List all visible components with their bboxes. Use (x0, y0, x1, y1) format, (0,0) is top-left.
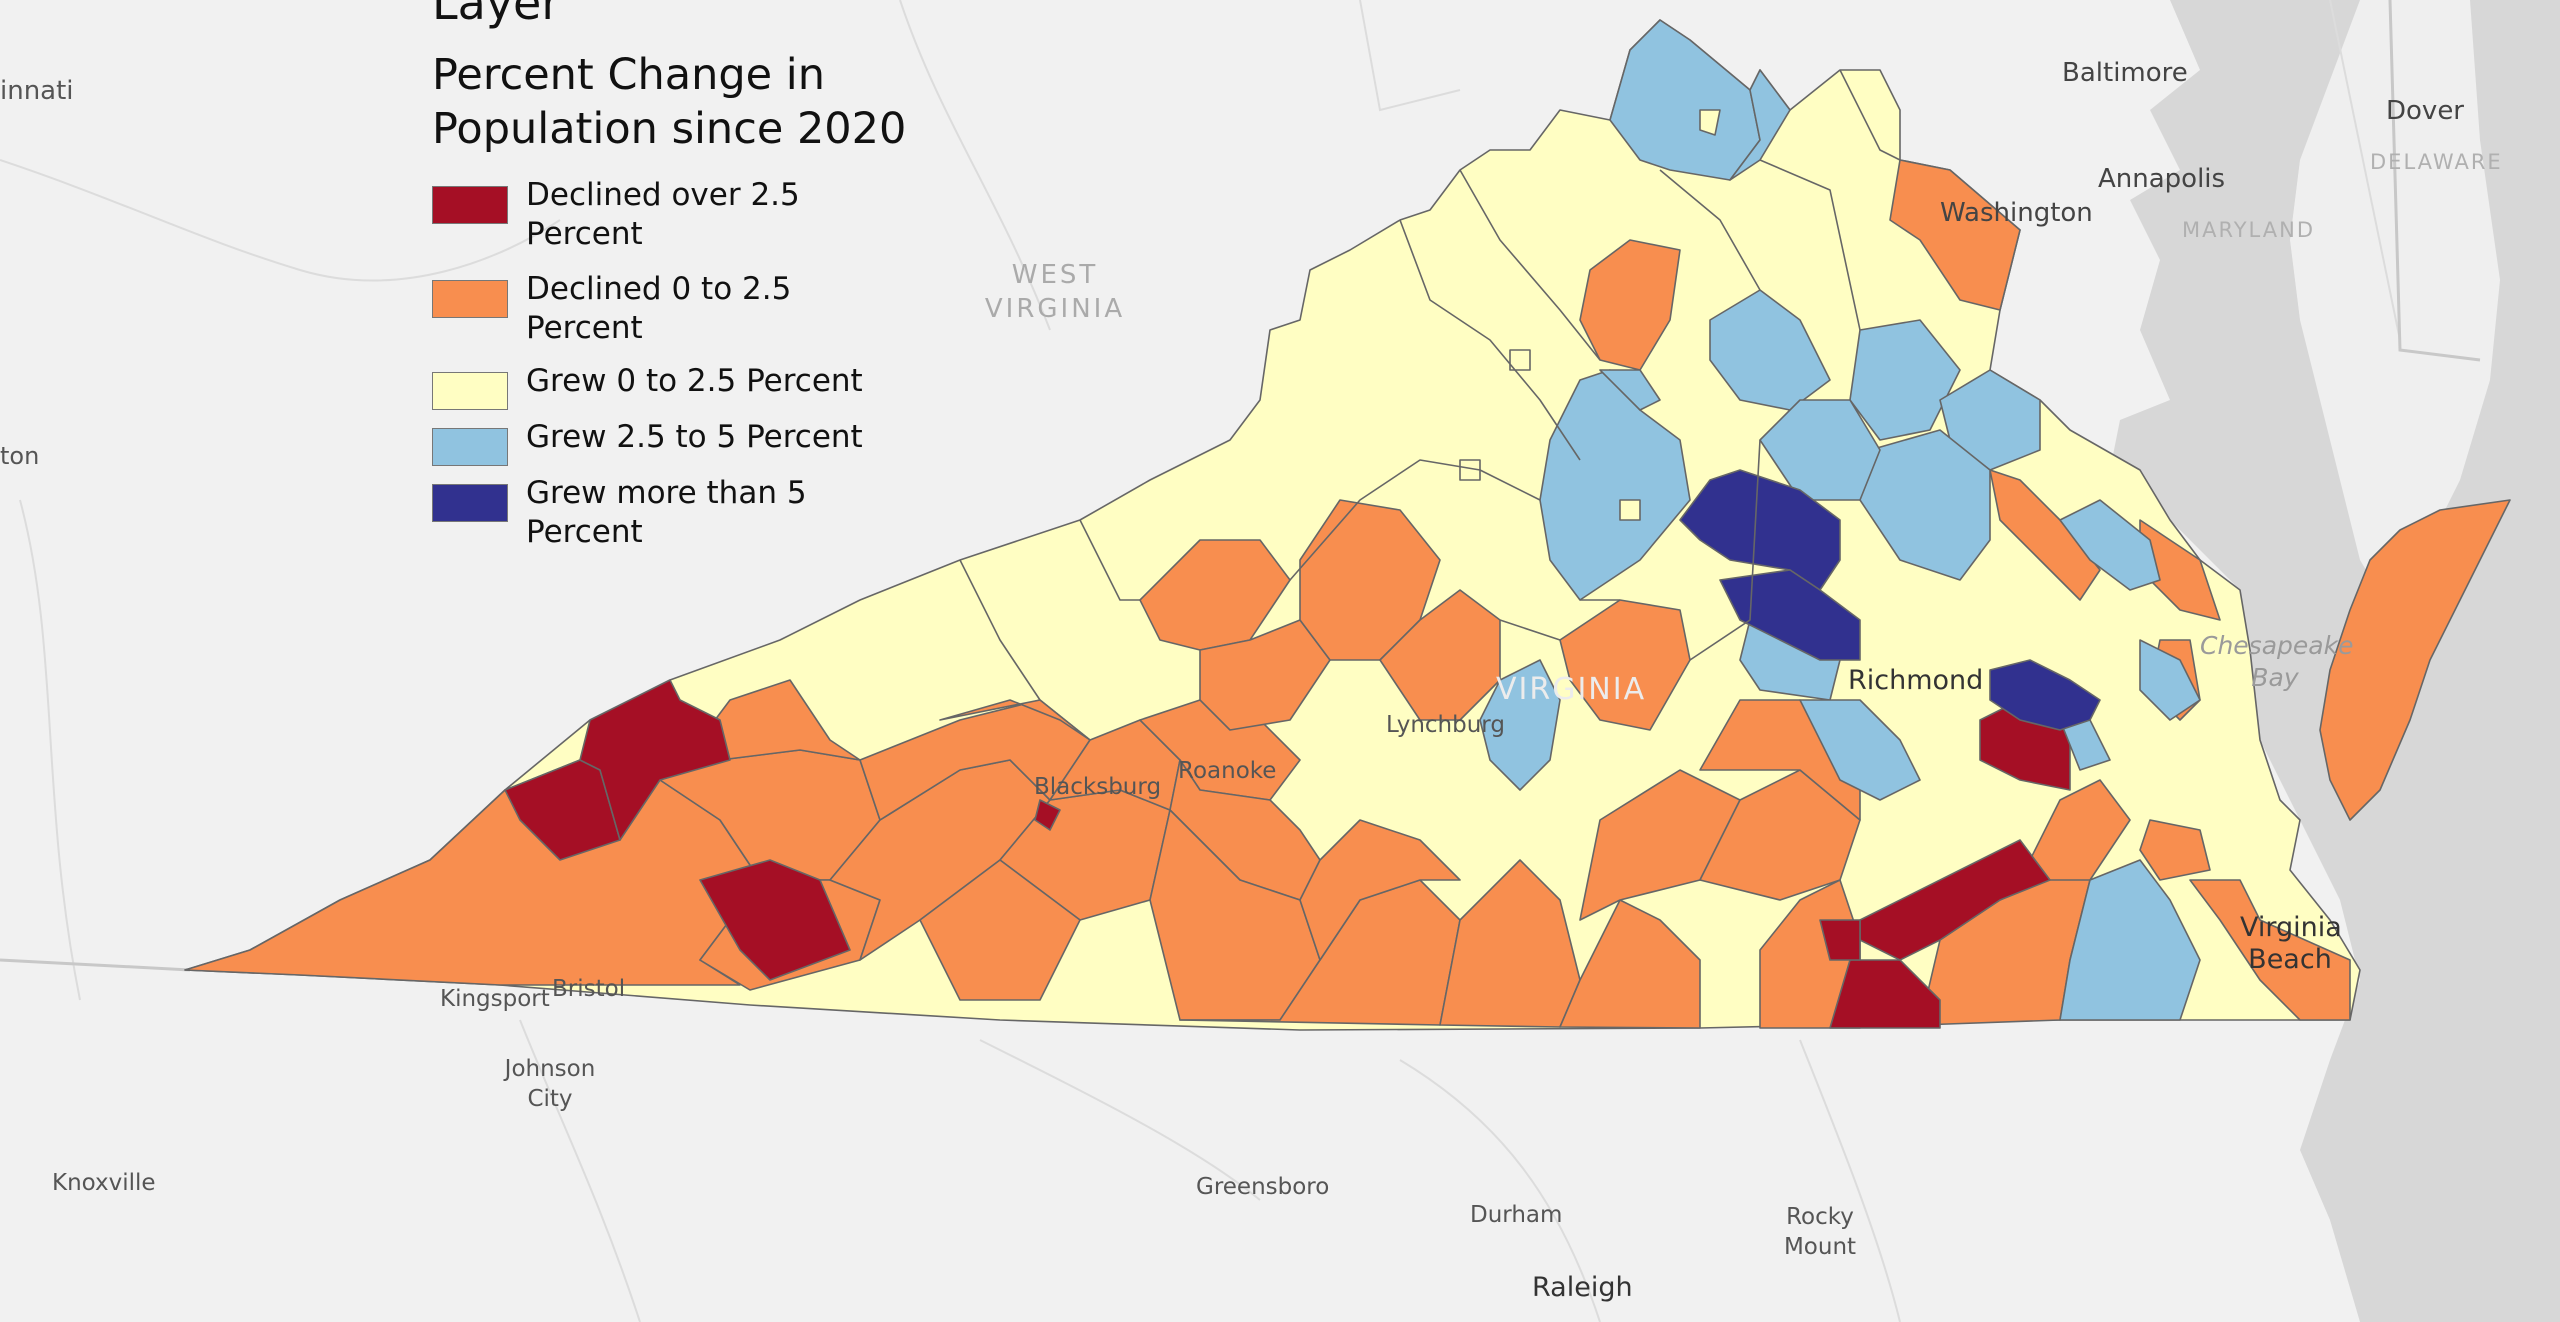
city-label-greensboro: Greensboro (1196, 1174, 1330, 1200)
state-label-west-virginia: WEST VIRGINIA (984, 260, 1126, 324)
legend-swatch (432, 428, 508, 466)
legend-item-label: Declined over 2.5 Percent (526, 177, 800, 252)
eastern-shore-county (2319, 499, 2511, 821)
city-label-richmond: Richmond (1848, 665, 1984, 696)
legend-layer-name: Layer (432, 0, 561, 30)
city-label-lexington: ton (0, 442, 40, 470)
city-label-knoxville: Knoxville (52, 1170, 156, 1196)
legend-item: Declined 0 to 2.5 Percent (432, 270, 892, 350)
city-label-roanoke: Roanoke (1178, 758, 1277, 784)
city-label-blacksburg: Blacksburg (1034, 774, 1162, 800)
legend-item: Declined over 2.5 Percent (432, 176, 892, 256)
legend-item-label: Declined 0 to 2.5 Percent (526, 271, 792, 346)
city-label-raleigh: Raleigh (1532, 1272, 1633, 1303)
city-label-kingsport: Kingsport (440, 986, 550, 1012)
city-label-baltimore: Baltimore (2062, 58, 2188, 88)
city-label-johnson-city: Johnson City (504, 1056, 596, 1112)
water-label-chesapeake-bay: Chesapeake Bay (2200, 631, 2354, 692)
legend-item: Grew 0 to 2.5 Percent (432, 362, 892, 442)
legend-title: Percent Change in Population since 2020 (432, 50, 907, 154)
background-lines (0, 0, 2401, 1322)
city-label-dover: Dover (2386, 96, 2464, 126)
legend-item-label: Grew 0 to 2.5 Percent (526, 363, 863, 399)
city-label-annapolis: Annapolis (2098, 164, 2226, 194)
state-label-delaware: DELAWARE (2370, 150, 2503, 174)
state-boundaries (0, 0, 2481, 972)
legend-swatch (432, 280, 508, 318)
city-label-washington: Washington (1940, 198, 2093, 228)
legend-item: Grew 2.5 to 5 Percent (432, 418, 892, 498)
legend-swatch (432, 372, 508, 410)
city-label-durham: Durham (1470, 1202, 1563, 1228)
virginia-counties (184, 19, 2511, 1031)
state-label-virginia: VIRGINIA (1496, 672, 1647, 707)
legend-swatch (432, 186, 508, 224)
city-label-lynchburg: Lynchburg (1386, 712, 1505, 738)
city-label-cincinnati: innati (0, 76, 74, 106)
city-label-bristol: Bristol (552, 976, 626, 1002)
city-label-rocky-mount: Rocky Mount (1783, 1204, 1857, 1260)
legend-item-label: Grew more than 5 Percent (526, 475, 807, 550)
legend-swatch (432, 484, 508, 522)
legend-item-label: Grew 2.5 to 5 Percent (526, 419, 863, 455)
legend-item: Grew more than 5 Percent (432, 474, 892, 554)
delmarva-peninsula (2290, 0, 2500, 610)
city-label-virginia-beach: Virginia Beach (2240, 912, 2342, 975)
state-label-maryland: MARYLAND (2182, 218, 2315, 242)
